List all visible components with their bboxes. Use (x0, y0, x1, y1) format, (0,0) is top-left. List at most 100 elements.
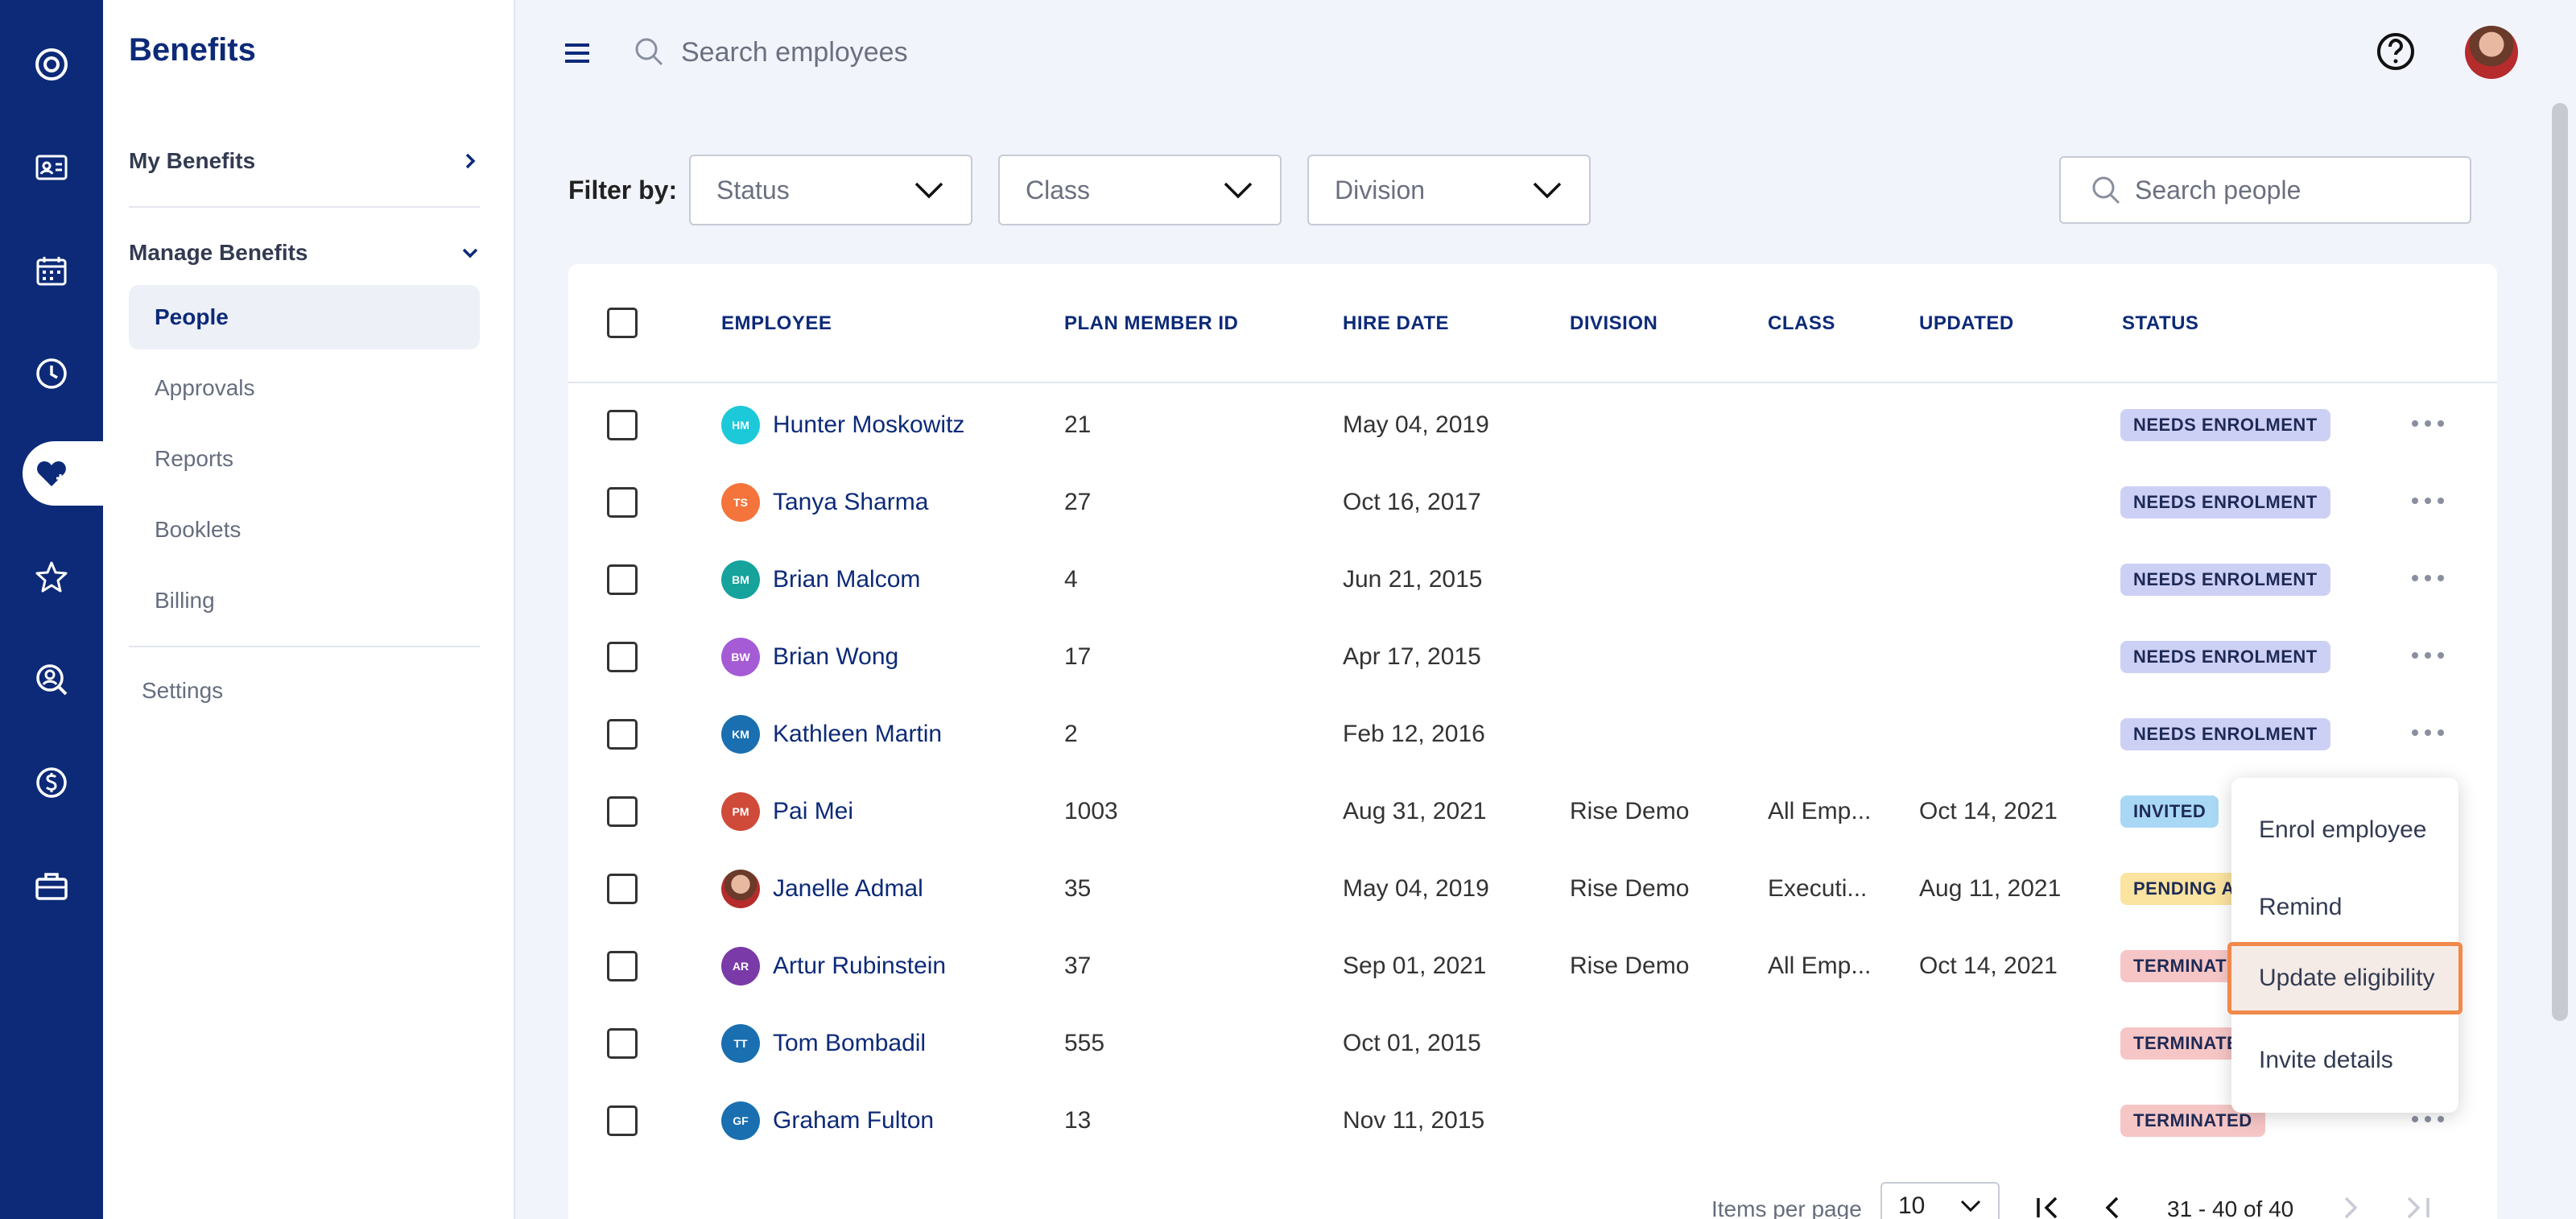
status-badge: TERMINAT (2120, 950, 2240, 982)
row-checkbox[interactable] (607, 410, 638, 440)
more-actions-icon[interactable] (2412, 1116, 2444, 1126)
hire-date: Feb 12, 2016 (1343, 721, 1485, 747)
table-row[interactable]: BM Brian Malcom 4 Jun 21, 2015 NEEDS ENR… (568, 541, 2497, 618)
more-actions-icon[interactable] (2412, 652, 2444, 662)
chevron-down-icon (1960, 1200, 1981, 1213)
sidebar-item-reports[interactable]: Reports (129, 427, 480, 491)
division-filter-dropdown[interactable]: Division (1307, 155, 1591, 225)
row-checkbox[interactable] (607, 874, 638, 904)
class: All Emp... (1768, 952, 1872, 979)
employee-name-link[interactable]: Brian Malcom (773, 566, 921, 593)
row-checkbox[interactable] (607, 564, 638, 595)
row-checkbox[interactable] (607, 719, 638, 750)
briefcase-icon[interactable] (32, 866, 71, 905)
column-header-division[interactable]: DIVISION (1570, 312, 1658, 334)
sidebar-item-billing[interactable]: Billing (129, 568, 480, 633)
sidebar-item-approvals[interactable]: Approvals (129, 356, 480, 420)
division: Rise Demo (1570, 952, 1690, 979)
sidebar-item-settings[interactable]: Settings (142, 678, 224, 703)
table-row[interactable]: AR Artur Rubinstein 37 Sep 01, 2021 Rise… (568, 928, 2497, 1005)
employee-avatar: AR (721, 947, 760, 986)
employee-avatar: TT (721, 1024, 760, 1063)
table-row[interactable]: GF Graham Fulton 13 Nov 11, 2015 TERMINA… (568, 1082, 2497, 1159)
chevron-right-icon (465, 153, 476, 169)
employee-name-link[interactable]: Graham Fulton (773, 1107, 935, 1134)
sidebar-item-label: Reports (155, 446, 234, 471)
table-row[interactable]: HM Hunter Moskowitz 21 May 04, 2019 NEED… (568, 386, 2497, 464)
manage-benefits-section[interactable]: Manage Benefits (129, 240, 480, 266)
employee-avatar: HM (721, 406, 760, 444)
row-checkbox[interactable] (607, 487, 638, 518)
menu-item-update-eligibility[interactable]: Update eligibility (2227, 942, 2462, 1014)
help-icon[interactable] (2375, 31, 2417, 72)
items-per-page-select[interactable]: 10 (1880, 1182, 2000, 1219)
person-search-icon[interactable] (32, 660, 71, 699)
last-page-icon[interactable] (2402, 1196, 2431, 1219)
employee-search-input[interactable] (681, 32, 1164, 72)
status-badge: PENDING A (2120, 873, 2248, 905)
hamburger-menu-icon[interactable] (560, 39, 596, 68)
page-scrollbar[interactable] (2552, 103, 2568, 1021)
menu-item-enrol-employee[interactable]: Enrol employee (2259, 816, 2427, 843)
star-icon[interactable] (32, 557, 71, 596)
id-card-icon[interactable] (32, 148, 71, 187)
more-actions-icon[interactable] (2412, 420, 2444, 430)
column-header-hire-date[interactable]: HIRE DATE (1343, 312, 1450, 334)
column-header-status[interactable]: STATUS (2122, 312, 2199, 334)
hire-date: Jun 21, 2015 (1343, 566, 1483, 593)
dollar-icon[interactable] (32, 763, 71, 802)
sidebar-item-booklets[interactable]: Booklets (129, 498, 480, 562)
clock-icon[interactable] (32, 354, 71, 393)
employee-name-link[interactable]: Janelle Admal (773, 875, 923, 902)
logo-icon[interactable] (32, 45, 71, 84)
sidebar-item-people[interactable]: People (129, 285, 480, 349)
previous-page-icon[interactable] (2101, 1196, 2124, 1219)
first-page-icon[interactable] (2035, 1196, 2064, 1219)
my-benefits-section[interactable]: My Benefits (129, 148, 480, 174)
employee-name-link[interactable]: Hunter Moskowitz (773, 411, 965, 438)
menu-item-remind[interactable]: Remind (2259, 894, 2343, 920)
table-row[interactable]: PM Pai Mei 1003 Aug 31, 2021 Rise Demo A… (568, 773, 2497, 850)
next-page-icon[interactable] (2339, 1196, 2362, 1219)
employee-name-link[interactable]: Tanya Sharma (773, 489, 929, 515)
column-header-updated[interactable]: UPDATED (1919, 312, 2014, 334)
row-checkbox[interactable] (607, 951, 638, 981)
people-search-box[interactable] (2059, 156, 2471, 224)
more-actions-icon[interactable] (2412, 498, 2444, 507)
division-filter-value: Division (1335, 175, 1426, 205)
employee-name-link[interactable]: Pai Mei (773, 798, 854, 824)
column-header-employee[interactable]: EMPLOYEE (721, 312, 832, 334)
row-checkbox[interactable] (607, 642, 638, 672)
table-row[interactable]: TS Tanya Sharma 27 Oct 16, 2017 NEEDS EN… (568, 464, 2497, 541)
table-row[interactable]: TT Tom Bombadil 555 Oct 01, 2015 TERMINA… (568, 1005, 2497, 1082)
division: Rise Demo (1570, 875, 1690, 902)
heart-benefits-icon[interactable] (32, 454, 71, 493)
employee-name-link[interactable]: Kathleen Martin (773, 721, 943, 747)
column-header-class[interactable]: CLASS (1768, 312, 1835, 334)
employee-name-link[interactable]: Brian Wong (773, 643, 899, 670)
employee-avatar: PM (721, 792, 760, 831)
employee-name-link[interactable]: Artur Rubinstein (773, 952, 947, 979)
row-checkbox[interactable] (607, 1028, 638, 1059)
hire-date: May 04, 2019 (1343, 411, 1489, 438)
hire-date: Aug 31, 2021 (1343, 798, 1487, 824)
more-actions-icon[interactable] (2412, 729, 2444, 739)
status-filter-dropdown[interactable]: Status (689, 155, 972, 225)
calendar-icon[interactable] (32, 251, 71, 290)
table-row[interactable]: BW Brian Wong 17 Apr 17, 2015 NEEDS ENRO… (568, 618, 2497, 696)
more-actions-icon[interactable] (2412, 575, 2444, 585)
employee-avatar: BM (721, 560, 760, 599)
menu-item-invite-details[interactable]: Invite details (2259, 1047, 2393, 1073)
table-row[interactable]: Janelle Admal 35 May 04, 2019 Rise Demo … (568, 850, 2497, 928)
chevron-down-icon (462, 248, 478, 258)
column-header-plan-member-id[interactable]: PLAN MEMBER ID (1064, 312, 1239, 334)
people-search-input[interactable] (2135, 175, 2457, 205)
employee-avatar: KM (721, 715, 760, 754)
select-all-checkbox[interactable] (607, 308, 638, 338)
class-filter-dropdown[interactable]: Class (998, 155, 1282, 225)
row-checkbox[interactable] (607, 1105, 638, 1136)
employee-name-link[interactable]: Tom Bombadil (773, 1030, 927, 1056)
user-avatar[interactable] (2465, 26, 2518, 79)
row-checkbox[interactable] (607, 796, 638, 827)
table-row[interactable]: KM Kathleen Martin 2 Feb 12, 2016 NEEDS … (568, 696, 2497, 773)
